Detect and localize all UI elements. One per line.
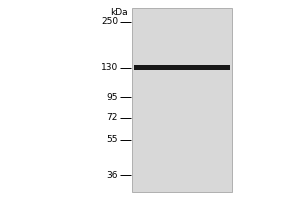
FancyBboxPatch shape — [132, 8, 232, 192]
Text: 72: 72 — [106, 114, 118, 122]
FancyBboxPatch shape — [134, 65, 230, 70]
Text: kDa: kDa — [110, 8, 128, 17]
Text: 250: 250 — [101, 18, 118, 26]
Text: 130: 130 — [101, 64, 118, 72]
Text: 55: 55 — [106, 136, 118, 144]
Text: 36: 36 — [106, 170, 118, 180]
Text: 95: 95 — [106, 92, 118, 102]
